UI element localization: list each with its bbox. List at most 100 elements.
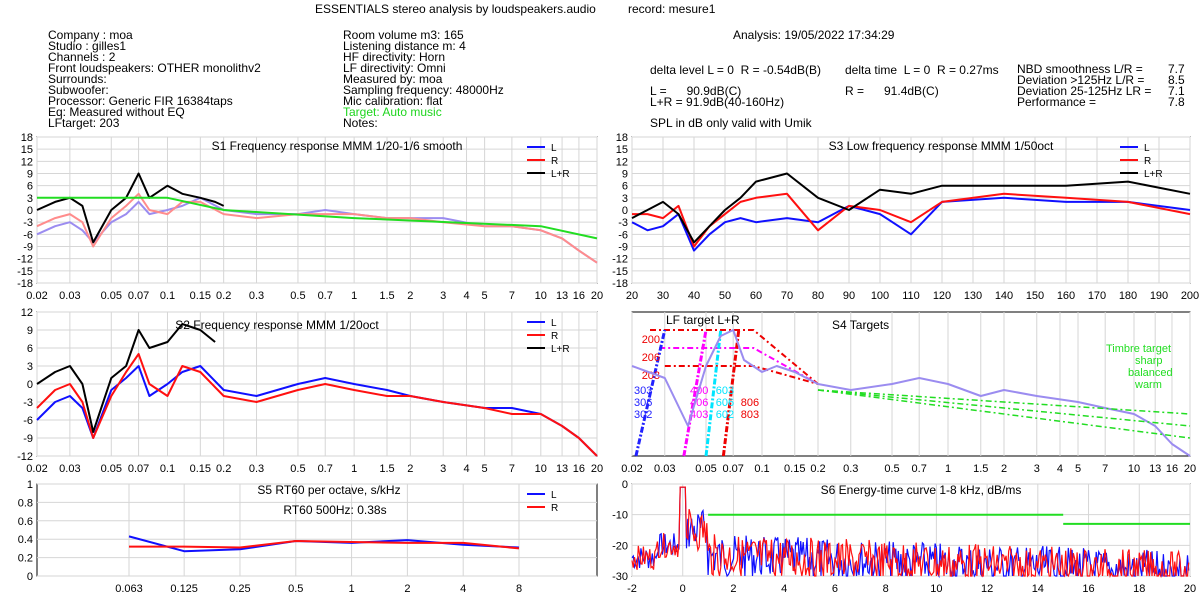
x-tick-label: 7 (509, 463, 515, 475)
x-tick-label: 0.2 (216, 463, 231, 475)
x-tick-label: 0.7 (912, 463, 927, 475)
chart-title: S3 Low frequency response MMM 1/50oct (829, 139, 1054, 153)
target-code-label: 302 (634, 409, 652, 421)
target-code-label: 806 (741, 397, 759, 409)
y-tick-label: -12 (17, 451, 33, 463)
y-tick-label: 0 (622, 479, 628, 491)
y-tick-label: -10 (612, 510, 628, 522)
info-eq: Eq: Measured without EQ (48, 105, 185, 119)
x-tick-label: 5 (482, 290, 488, 302)
target-code-label: 200 (642, 334, 660, 346)
x-tick-label: 4 (463, 290, 469, 302)
y-tick-label: -12 (17, 254, 33, 266)
x-tick-label: 0.7 (318, 463, 333, 475)
info-company: Company : moa (48, 28, 133, 42)
series-r (36, 353, 598, 457)
y-tick-label: 9 (27, 169, 33, 181)
y-tick-label: 6 (27, 343, 33, 355)
x-tick-label: 0.02 (621, 463, 642, 475)
x-tick-label: 13 (556, 463, 568, 475)
series-warm (817, 389, 1191, 439)
series-target (37, 196, 598, 240)
score-performance-label: Performance = (1017, 95, 1097, 109)
x-tick-label: 0.07 (128, 463, 149, 475)
spl-note: SPL in dB only valid with Umik (650, 116, 812, 130)
x-tick-label: 0.063 (115, 583, 143, 595)
y-tick-label: 0.8 (18, 497, 33, 509)
y-tick-label: -18 (17, 278, 33, 290)
x-tick-label: 20 (591, 290, 603, 302)
series-l-r (631, 172, 1191, 244)
target-code-label: 206 (642, 352, 660, 364)
y-tick-label: 15 (21, 144, 33, 156)
x-tick-label: 0.5 (290, 463, 305, 475)
x-tick-label: 0.02 (26, 290, 47, 302)
x-tick-label: 0.1 (160, 290, 175, 302)
legend-label: L (551, 490, 557, 501)
x-tick-label: 160 (1057, 290, 1075, 302)
target-code-label: 403 (690, 409, 708, 421)
x-tick-label: 0.5 (288, 583, 303, 595)
x-tick-label: 16 (1166, 463, 1178, 475)
y-tick-label: -12 (612, 254, 628, 266)
level-r: R = 91.4dB(C) (845, 84, 939, 98)
legend-label: L+R (551, 344, 570, 355)
x-tick-label: 0.07 (722, 463, 743, 475)
target-code-label: 602 (716, 409, 734, 421)
x-tick-label: 70 (781, 290, 793, 302)
info-hf-directivity: HF directivity: Horn (343, 50, 446, 64)
report-title: ESSENTIALS stereo analysis by loudspeake… (315, 2, 596, 16)
x-tick-label: 2 (730, 583, 736, 595)
y-tick-label: 6 (622, 181, 628, 193)
x-tick-label: 40 (688, 290, 700, 302)
x-tick-label: 170 (1088, 290, 1106, 302)
series-r (129, 540, 520, 550)
y-tick-label: -20 (612, 540, 628, 552)
x-tick-label: 20 (1184, 583, 1196, 595)
y-tick-label: 9 (622, 169, 628, 181)
info-channels: Channels : 2 (48, 50, 116, 64)
series-l-r (36, 172, 225, 244)
y-tick-label: 0 (27, 205, 33, 217)
legend-label: L (1144, 143, 1150, 154)
x-tick-label: 0.125 (170, 583, 198, 595)
x-tick-label: 4 (460, 583, 466, 595)
info-mid: Room volume m3: 165 Listening distance m… (343, 29, 504, 130)
y-tick-label: 18 (616, 132, 628, 144)
info-lftarget: LFtarget: 203 (48, 116, 120, 130)
y-tick-label: -6 (23, 415, 33, 427)
x-tick-label: 1 (945, 463, 951, 475)
info-notes: Notes: (343, 116, 378, 130)
y-tick-label: 3 (27, 361, 33, 373)
x-tick-label: 1.5 (973, 463, 988, 475)
x-tick-label: 90 (843, 290, 855, 302)
x-tick-label: 2 (407, 463, 413, 475)
plot-frame (36, 483, 598, 577)
x-tick-label: 18 (1133, 583, 1145, 595)
series-r (632, 192, 1191, 248)
lf-target-ramp (634, 329, 667, 457)
x-tick-label: 50 (719, 290, 731, 302)
x-tick-label: 3 (1034, 463, 1040, 475)
x-tick-label: 130 (964, 290, 982, 302)
x-tick-label: 60 (750, 290, 762, 302)
target-code-label: 606 (716, 397, 734, 409)
y-tick-label: 3 (622, 193, 628, 205)
info-surrounds: Surrounds: (48, 72, 107, 86)
x-tick-label: 1 (351, 290, 357, 302)
score-dev25-value: 7.1 (1168, 84, 1185, 98)
info-listening-distance: Listening distance m: 4 (343, 39, 466, 53)
x-tick-label: 0.7 (318, 290, 333, 302)
y-tick-label: 15 (616, 144, 628, 156)
chart-title: S5 RT60 per octave, s/kHz (257, 483, 400, 497)
lf-target-plateau (650, 329, 819, 385)
info-subwoofer: Subwoofer: (48, 83, 109, 97)
x-tick-label: 1 (349, 583, 355, 595)
x-tick-label: 1.5 (379, 463, 394, 475)
y-tick-label: 6 (27, 181, 33, 193)
y-tick-label: 0.4 (18, 534, 33, 546)
x-tick-label: 140 (995, 290, 1013, 302)
x-tick-label: 3 (440, 463, 446, 475)
